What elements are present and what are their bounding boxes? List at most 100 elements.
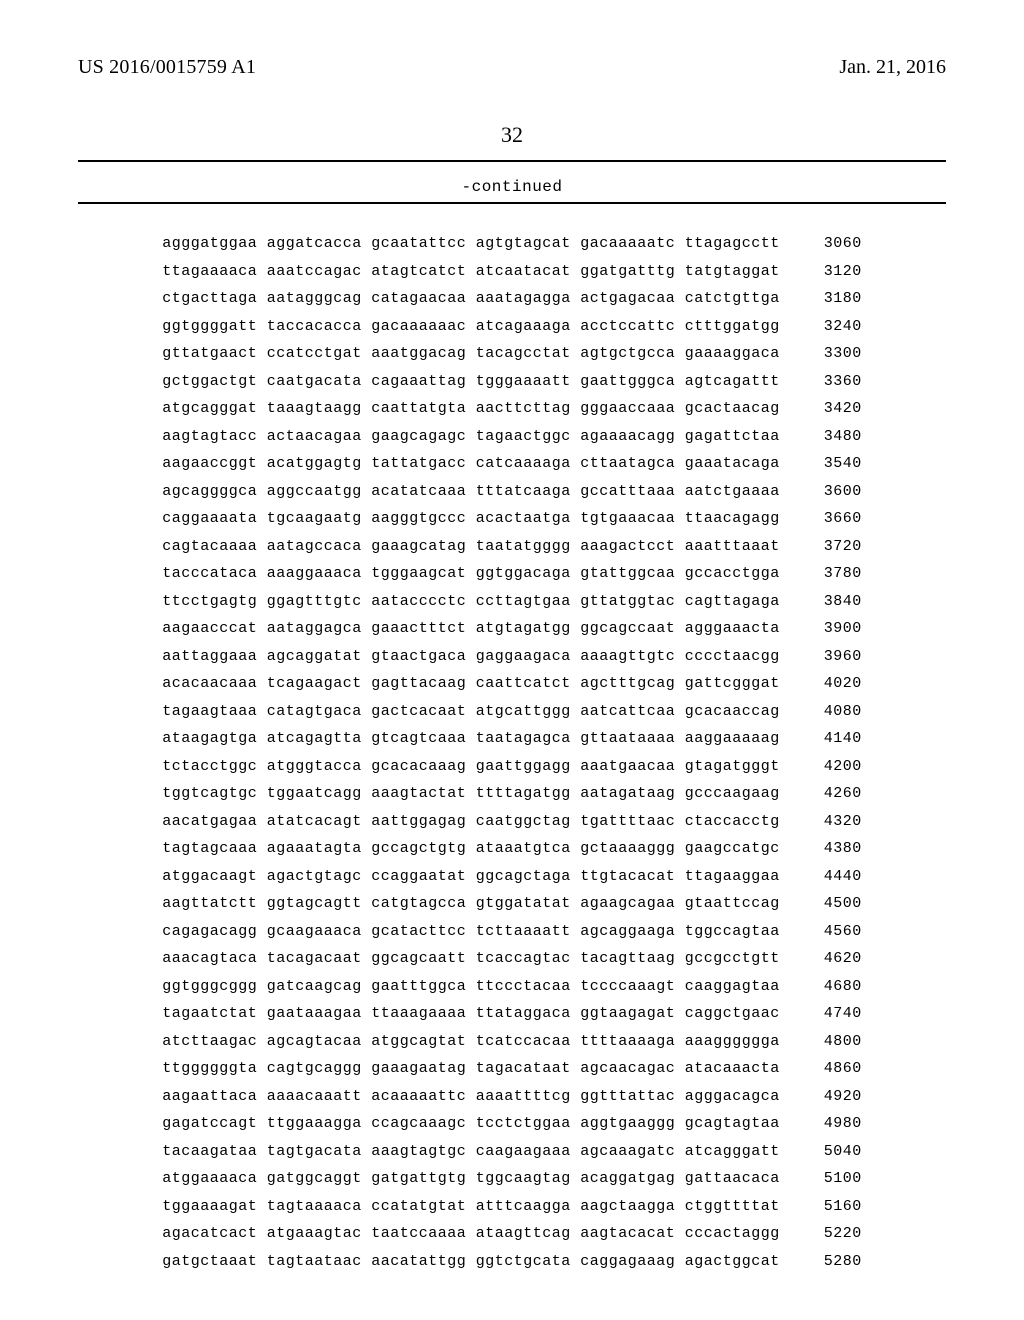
sequence-text: ttcctgagtg ggagtttgtc aatacccctc ccttagt… [162, 588, 780, 616]
sequence-position: 4440 [802, 863, 862, 891]
page-number: 32 [0, 122, 1024, 148]
sequence-line: tacaagataa tagtgacata aaagtagtgc caagaag… [0, 1138, 1024, 1166]
sequence-text: ttagaaaaca aaatccagac atagtcatct atcaata… [162, 258, 780, 286]
sequence-line: aagaacccat aataggagca gaaactttct atgtaga… [0, 615, 1024, 643]
sequence-text: ctgacttaga aatagggcag catagaacaa aaataga… [162, 285, 780, 313]
sequence-text: tggaaaagat tagtaaaaca ccatatgtat atttcaa… [162, 1193, 780, 1221]
sequence-line: gttatgaact ccatcctgat aaatggacag tacagcc… [0, 340, 1024, 368]
sequence-text: cagagacagg gcaagaaaca gcatacttcc tcttaaa… [162, 918, 780, 946]
sequence-text: aaacagtaca tacagacaat ggcagcaatt tcaccag… [162, 945, 780, 973]
sequence-line: ctgacttaga aatagggcag catagaacaa aaataga… [0, 285, 1024, 313]
sequence-position: 4980 [802, 1110, 862, 1138]
sequence-position: 3780 [802, 560, 862, 588]
sequence-position: 3900 [802, 615, 862, 643]
sequence-text: cagtacaaaa aatagccaca gaaagcatag taatatg… [162, 533, 780, 561]
sequence-line: atcttaagac agcagtacaa atggcagtat tcatcca… [0, 1028, 1024, 1056]
sequence-position: 4380 [802, 835, 862, 863]
sequence-text: ggtgggcggg gatcaagcag gaatttggca ttcccta… [162, 973, 780, 1001]
sequence-block: agggatggaa aggatcacca gcaatattcc agtgtag… [0, 230, 1024, 1275]
sequence-position: 4620 [802, 945, 862, 973]
sequence-text: aagtagtacc actaacagaa gaagcagagc tagaact… [162, 423, 780, 451]
sequence-position: 4260 [802, 780, 862, 808]
sequence-position: 3420 [802, 395, 862, 423]
sequence-text: acacaacaaa tcagaagact gagttacaag caattca… [162, 670, 780, 698]
sequence-line: ttggggggta cagtgcaggg gaaagaatag tagacat… [0, 1055, 1024, 1083]
publication-number: US 2016/0015759 A1 [78, 56, 256, 79]
sequence-position: 3300 [802, 340, 862, 368]
horizontal-rule [78, 202, 946, 204]
publication-date: Jan. 21, 2016 [839, 56, 946, 79]
sequence-position: 4020 [802, 670, 862, 698]
sequence-text: gttatgaact ccatcctgat aaatggacag tacagcc… [162, 340, 780, 368]
sequence-text: atcttaagac agcagtacaa atggcagtat tcatcca… [162, 1028, 780, 1056]
sequence-line: tagaatctat gaataaagaa ttaaagaaaa ttatagg… [0, 1000, 1024, 1028]
sequence-line: ttagaaaaca aaatccagac atagtcatct atcaata… [0, 258, 1024, 286]
sequence-text: agggatggaa aggatcacca gcaatattcc agtgtag… [162, 230, 780, 258]
sequence-position: 3540 [802, 450, 862, 478]
sequence-position: 5160 [802, 1193, 862, 1221]
sequence-position: 4200 [802, 753, 862, 781]
sequence-line: aagttatctt ggtagcagtt catgtagcca gtggata… [0, 890, 1024, 918]
sequence-line: ggtggggatt taccacacca gacaaaaaac atcagaa… [0, 313, 1024, 341]
sequence-position: 3480 [802, 423, 862, 451]
sequence-line: aagaattaca aaaacaaatt acaaaaattc aaaattt… [0, 1083, 1024, 1111]
sequence-line: aagaaccggt acatggagtg tattatgacc catcaaa… [0, 450, 1024, 478]
sequence-text: tagtagcaaa agaaatagta gccagctgtg ataaatg… [162, 835, 780, 863]
sequence-text: tagaatctat gaataaagaa ttaaagaaaa ttatagg… [162, 1000, 780, 1028]
sequence-position: 5280 [802, 1248, 862, 1276]
sequence-text: ataagagtga atcagagtta gtcagtcaaa taataga… [162, 725, 780, 753]
sequence-text: tacccataca aaaggaaaca tgggaagcat ggtggac… [162, 560, 780, 588]
sequence-position: 3840 [802, 588, 862, 616]
sequence-text: atgcagggat taaagtaagg caattatgta aacttct… [162, 395, 780, 423]
sequence-position: 3360 [802, 368, 862, 396]
sequence-text: tctacctggc atgggtacca gcacacaaag gaattgg… [162, 753, 780, 781]
sequence-position: 3720 [802, 533, 862, 561]
sequence-position: 3060 [802, 230, 862, 258]
sequence-text: gatgctaaat tagtaataac aacatattgg ggtctgc… [162, 1248, 780, 1276]
sequence-line: aacatgagaa atatcacagt aattggagag caatggc… [0, 808, 1024, 836]
sequence-line: ataagagtga atcagagtta gtcagtcaaa taataga… [0, 725, 1024, 753]
sequence-position: 3660 [802, 505, 862, 533]
sequence-position: 5040 [802, 1138, 862, 1166]
sequence-text: aagaaccggt acatggagtg tattatgacc catcaaa… [162, 450, 780, 478]
sequence-text: tggtcagtgc tggaatcagg aaagtactat ttttaga… [162, 780, 780, 808]
sequence-line: tagaagtaaa catagtgaca gactcacaat atgcatt… [0, 698, 1024, 726]
sequence-text: atggaaaaca gatggcaggt gatgattgtg tggcaag… [162, 1165, 780, 1193]
sequence-line: ttcctgagtg ggagtttgtc aatacccctc ccttagt… [0, 588, 1024, 616]
sequence-position: 4860 [802, 1055, 862, 1083]
sequence-line: atgcagggat taaagtaagg caattatgta aacttct… [0, 395, 1024, 423]
sequence-line: tacccataca aaaggaaaca tgggaagcat ggtggac… [0, 560, 1024, 588]
sequence-text: aacatgagaa atatcacagt aattggagag caatggc… [162, 808, 780, 836]
sequence-line: aaacagtaca tacagacaat ggcagcaatt tcaccag… [0, 945, 1024, 973]
sequence-position: 4680 [802, 973, 862, 1001]
sequence-text: atggacaagt agactgtagc ccaggaatat ggcagct… [162, 863, 780, 891]
sequence-line: cagagacagg gcaagaaaca gcatacttcc tcttaaa… [0, 918, 1024, 946]
sequence-line: tggtcagtgc tggaatcagg aaagtactat ttttaga… [0, 780, 1024, 808]
sequence-line: aattaggaaa agcaggatat gtaactgaca gaggaag… [0, 643, 1024, 671]
sequence-text: caggaaaata tgcaagaatg aagggtgccc acactaa… [162, 505, 780, 533]
sequence-text: tagaagtaaa catagtgaca gactcacaat atgcatt… [162, 698, 780, 726]
sequence-text: aattaggaaa agcaggatat gtaactgaca gaggaag… [162, 643, 780, 671]
sequence-position: 4500 [802, 890, 862, 918]
sequence-line: tagtagcaaa agaaatagta gccagctgtg ataaatg… [0, 835, 1024, 863]
sequence-text: aagaacccat aataggagca gaaactttct atgtaga… [162, 615, 780, 643]
sequence-position: 4320 [802, 808, 862, 836]
sequence-text: agacatcact atgaaagtac taatccaaaa ataagtt… [162, 1220, 780, 1248]
sequence-line: tctacctggc atgggtacca gcacacaaag gaattgg… [0, 753, 1024, 781]
sequence-position: 3960 [802, 643, 862, 671]
sequence-line: gatgctaaat tagtaataac aacatattgg ggtctgc… [0, 1248, 1024, 1276]
sequence-line: aagtagtacc actaacagaa gaagcagagc tagaact… [0, 423, 1024, 451]
sequence-line: gctggactgt caatgacata cagaaattag tgggaaa… [0, 368, 1024, 396]
sequence-line: agacatcact atgaaagtac taatccaaaa ataagtt… [0, 1220, 1024, 1248]
sequence-position: 5100 [802, 1165, 862, 1193]
sequence-text: aagttatctt ggtagcagtt catgtagcca gtggata… [162, 890, 780, 918]
sequence-position: 4560 [802, 918, 862, 946]
page: US 2016/0015759 A1 Jan. 21, 2016 32 -con… [0, 0, 1024, 1320]
sequence-line: gagatccagt ttggaaagga ccagcaaagc tcctctg… [0, 1110, 1024, 1138]
sequence-line: caggaaaata tgcaagaatg aagggtgccc acactaa… [0, 505, 1024, 533]
sequence-position: 3240 [802, 313, 862, 341]
sequence-text: tacaagataa tagtgacata aaagtagtgc caagaag… [162, 1138, 780, 1166]
sequence-line: tggaaaagat tagtaaaaca ccatatgtat atttcaa… [0, 1193, 1024, 1221]
sequence-position: 4920 [802, 1083, 862, 1111]
sequence-text: aagaattaca aaaacaaatt acaaaaattc aaaattt… [162, 1083, 780, 1111]
